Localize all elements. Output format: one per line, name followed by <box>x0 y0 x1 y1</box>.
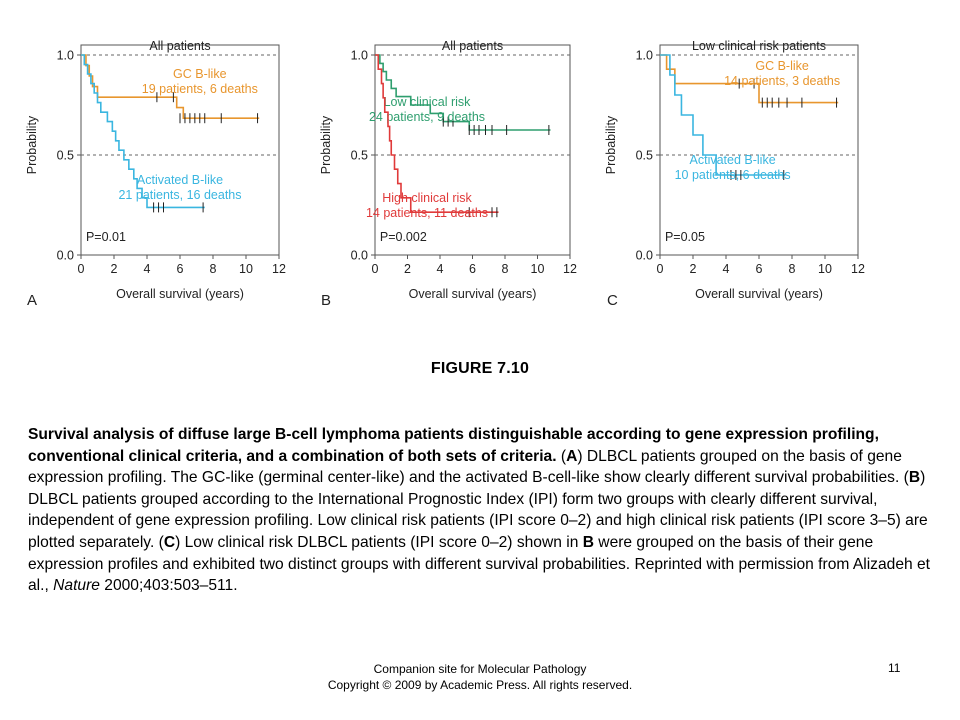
series-label: High clinical risk <box>382 191 472 205</box>
caption-panel-c-text-2: were grouped on the basis of their gene … <box>28 533 931 595</box>
series-label: Activated B-like <box>137 173 223 187</box>
series-summary: 14 patients, 11 deaths <box>366 206 488 220</box>
x-axis-label: Overall survival (years) <box>409 287 537 301</box>
y-tick-label: 0.5 <box>57 149 74 163</box>
y-axis-label: Probability <box>25 115 39 174</box>
plot-frame <box>374 44 571 256</box>
x-tick-label: 6 <box>756 262 763 276</box>
x-tick-label: 10 <box>531 262 545 276</box>
survival-curve <box>81 54 205 209</box>
x-tick-label: 4 <box>144 262 151 276</box>
panel-letter: C <box>607 292 618 309</box>
x-tick-label: 10 <box>818 262 832 276</box>
x-tick-label: 8 <box>789 262 796 276</box>
caption-panel-a-ref: A <box>566 447 578 465</box>
survival-curve <box>81 54 260 119</box>
y-tick-label: 1.0 <box>57 49 74 63</box>
series-label: Low clinical risk <box>384 95 472 109</box>
x-tick-label: 0 <box>657 262 664 276</box>
x-tick-label: 2 <box>404 262 411 276</box>
caption-bold-lead: Survival analysis of diffuse large B-cel… <box>28 426 879 465</box>
caption-a-open: ( <box>556 447 567 465</box>
x-tick-label: 0 <box>372 262 379 276</box>
y-tick-label: 1.0 <box>351 49 368 63</box>
survival-figure-panels: 0.0 0.5 1.0 0 2 4 6 8 10 12 Overall survival (year… <box>25 39 865 309</box>
series-label: Activated B-like <box>690 153 776 167</box>
panel-title: Low clinical risk patients <box>692 39 826 53</box>
x-tick-label: 12 <box>563 262 577 276</box>
x-tick-label: 12 <box>272 262 286 276</box>
y-tick-label: 1.0 <box>636 49 653 63</box>
p-value-label: P=0.01 <box>86 230 126 244</box>
series-label: GC B-like <box>173 67 227 81</box>
y-tick-label: 0.5 <box>636 149 653 163</box>
y-tick-label: 0.5 <box>351 149 368 163</box>
series-summary: 21 patients, 16 deaths <box>118 188 241 202</box>
y-tick-label: 0.0 <box>57 249 74 263</box>
series-summary: 14 patients, 3 deaths <box>724 74 840 88</box>
page-number: 11 <box>888 661 901 675</box>
panel-title: All patients <box>149 39 210 53</box>
x-tick-label: 8 <box>502 262 509 276</box>
x-tick-label: 6 <box>177 262 184 276</box>
y-axis-label: Probability <box>604 115 618 174</box>
chart-panel-b: 0.0 0.5 1.0 0 2 4 6 8 10 12 Overall survival (year… <box>319 39 577 309</box>
y-tick-label: 0.0 <box>351 249 368 263</box>
chart-panel-c: 0.0 0.5 1.0 0 2 4 6 8 10 12 Overall survival (year… <box>604 39 865 309</box>
survival-curve <box>660 54 786 176</box>
caption-citation: 2000;403:503–511. <box>99 577 238 595</box>
footer-companion-site: Companion site for Molecular Pathology <box>373 662 587 676</box>
series-summary: 10 patients, 6 deaths <box>675 168 791 182</box>
p-value-label: P=0.002 <box>380 230 427 244</box>
survival-curve <box>375 54 499 213</box>
caption-panel-b-backref: B <box>582 533 594 551</box>
caption-panel-c-text: ) Low clinical risk DLBCL patients (IPI … <box>175 533 583 551</box>
caption-panel-b-ref: B <box>908 469 921 487</box>
x-tick-label: 10 <box>239 262 253 276</box>
caption-panel-b-text: ) DLBCL patients grouped according to th… <box>28 469 928 551</box>
footer-copyright: Copyright © 2009 by Academic Press. All … <box>327 678 633 692</box>
panel-letter: B <box>321 292 331 309</box>
series-summary: 19 patients, 6 deaths <box>142 82 258 96</box>
x-tick-label: 0 <box>78 262 85 276</box>
x-tick-label: 4 <box>723 262 730 276</box>
series-summary: 24 patients, 9 deaths <box>369 110 485 124</box>
panel-letter: A <box>27 292 37 309</box>
x-axis-label: Overall survival (years) <box>116 287 244 301</box>
figure-title: FIGURE 7.10 <box>430 360 530 377</box>
x-tick-label: 12 <box>851 262 865 276</box>
x-axis-label: Overall survival (years) <box>695 287 823 301</box>
x-tick-label: 2 <box>690 262 697 276</box>
y-tick-label: 0.0 <box>636 249 653 263</box>
caption-panel-c-ref: C <box>163 533 176 551</box>
series-label: GC B-like <box>755 59 809 73</box>
y-axis-label: Probability <box>319 115 333 174</box>
x-tick-label: 2 <box>111 262 118 276</box>
p-value-label: P=0.05 <box>665 230 705 244</box>
figure-caption: Survival analysis of diffuse large B-cel… <box>28 424 940 597</box>
x-tick-label: 8 <box>210 262 217 276</box>
panel-title: All patients <box>442 39 503 53</box>
page-footer: Companion site for Molecular Pathology C… <box>0 661 960 693</box>
x-tick-label: 4 <box>437 262 444 276</box>
chart-panel-a: 0.0 0.5 1.0 0 2 4 6 8 10 12 Overall survival (year… <box>25 39 286 309</box>
x-tick-label: 6 <box>469 262 476 276</box>
caption-panel-a-text: ) DLBCL patients grouped on the basis of… <box>28 447 909 487</box>
caption-journal-name: Nature <box>53 577 100 595</box>
